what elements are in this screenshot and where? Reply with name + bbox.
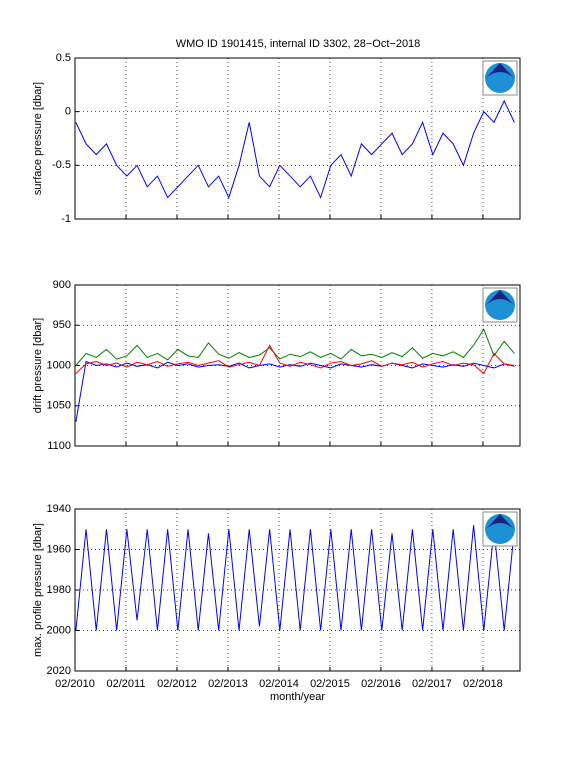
x-tick-label: 02/2014 — [259, 678, 299, 690]
y-tick-label: -1 — [61, 213, 71, 225]
y-tick-label: 0 — [65, 106, 71, 118]
x-axis-label: month/year — [270, 691, 325, 703]
data-line — [75, 99, 515, 199]
logo — [485, 290, 515, 320]
y-axis-label: surface pressure [dbar] — [32, 82, 44, 195]
y-tick-label: 1940 — [47, 503, 71, 515]
y-axis-label: drift pressure [dbar] — [32, 318, 44, 413]
y-tick-label: 1000 — [47, 359, 71, 371]
plot-area — [75, 509, 520, 671]
data-line — [75, 328, 515, 366]
y-tick-label: 1960 — [47, 543, 71, 555]
y-tick-label: 2020 — [47, 665, 71, 677]
y-tick-label: -0.5 — [52, 159, 71, 171]
plot-area — [75, 58, 520, 219]
x-tick-label: 02/2011 — [107, 678, 146, 690]
logo — [486, 290, 514, 305]
chart-title: WMO ID 1901415, internal ID 3302, 28−Oct… — [176, 38, 421, 50]
x-tick-label: 02/2018 — [463, 678, 503, 690]
x-tick-label: 02/2012 — [157, 678, 197, 690]
y-tick-label: 1100 — [47, 440, 71, 452]
plot-frame — [74, 57, 521, 220]
logo — [486, 63, 514, 78]
y-tick-label: 2000 — [47, 624, 71, 636]
y-tick-label: 950 — [53, 319, 71, 331]
logo — [486, 514, 514, 529]
logo — [485, 514, 515, 544]
logo — [485, 63, 515, 93]
x-tick-label: 02/2013 — [208, 678, 248, 690]
data-line — [75, 344, 515, 375]
x-tick-label: 02/2015 — [310, 678, 350, 690]
y-tick-label: 900 — [53, 279, 71, 291]
data-line — [75, 360, 515, 422]
plot-frame — [74, 284, 521, 447]
y-tick-label: 0.5 — [56, 52, 71, 64]
y-axis-label: max. profile pressure [dbar] — [32, 523, 44, 657]
x-tick-label: 02/2016 — [361, 678, 401, 690]
x-tick-label: 02/2010 — [55, 678, 95, 690]
x-tick-label: 02/2017 — [412, 678, 452, 690]
data-line — [75, 525, 515, 631]
plot-frame — [74, 508, 521, 672]
y-tick-label: 1050 — [47, 400, 71, 412]
y-tick-label: 1980 — [47, 584, 71, 596]
